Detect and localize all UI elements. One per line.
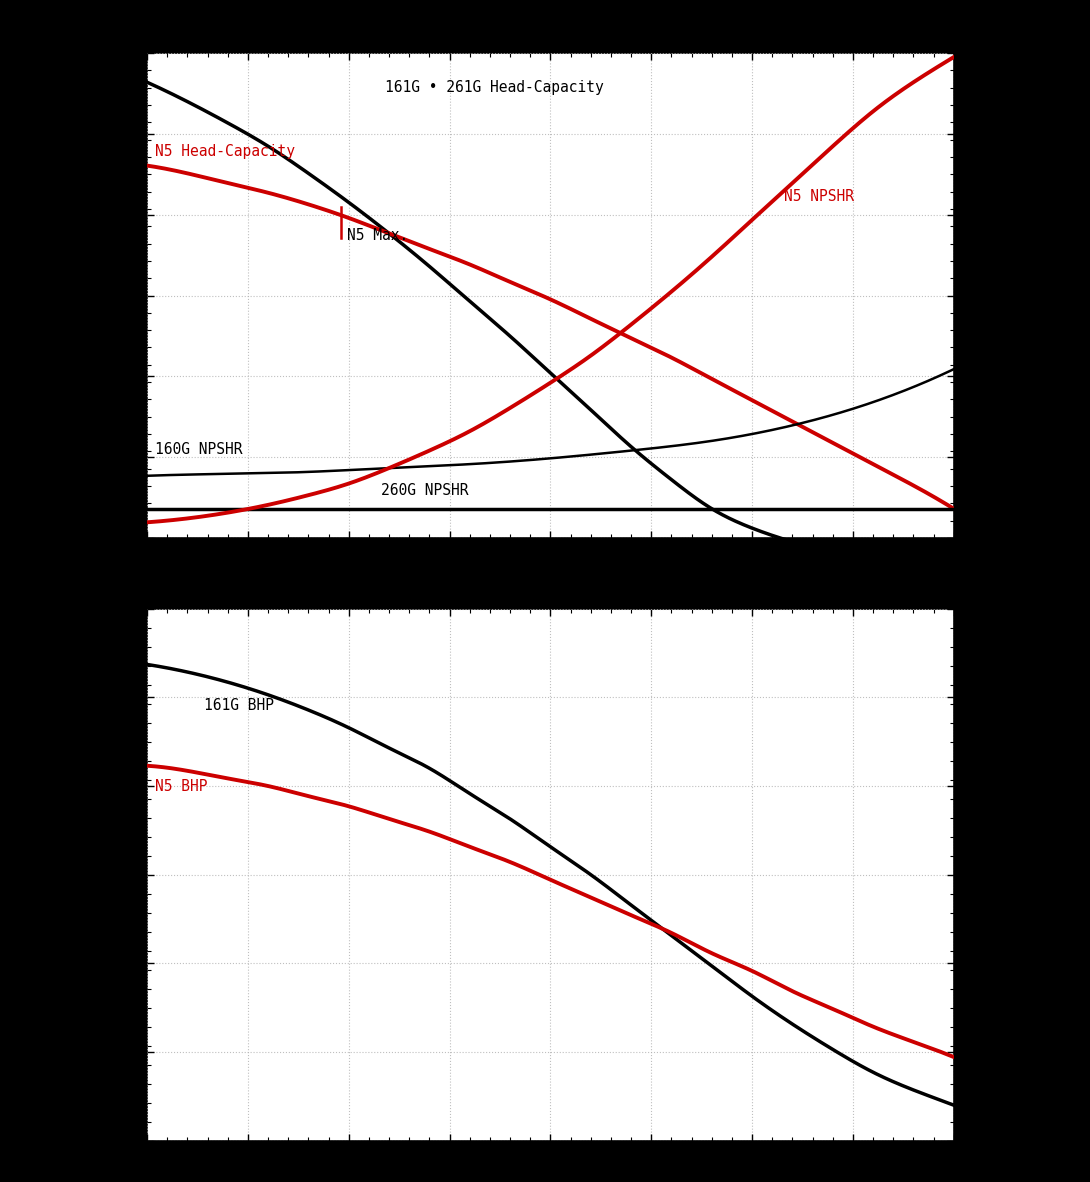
Text: 161G • 261G Head-Capacity: 161G • 261G Head-Capacity (385, 80, 604, 95)
Text: N5 Max.: N5 Max. (348, 228, 409, 243)
Text: N5 BHP: N5 BHP (155, 779, 208, 794)
Text: 260G NPSHR: 260G NPSHR (382, 483, 469, 498)
Text: 160G NPSHR: 160G NPSHR (155, 442, 243, 457)
Text: 161G BHP: 161G BHP (204, 699, 274, 713)
Text: N5 Head-Capacity: N5 Head-Capacity (155, 144, 295, 158)
Text: N5 NPSHR: N5 NPSHR (785, 188, 855, 203)
